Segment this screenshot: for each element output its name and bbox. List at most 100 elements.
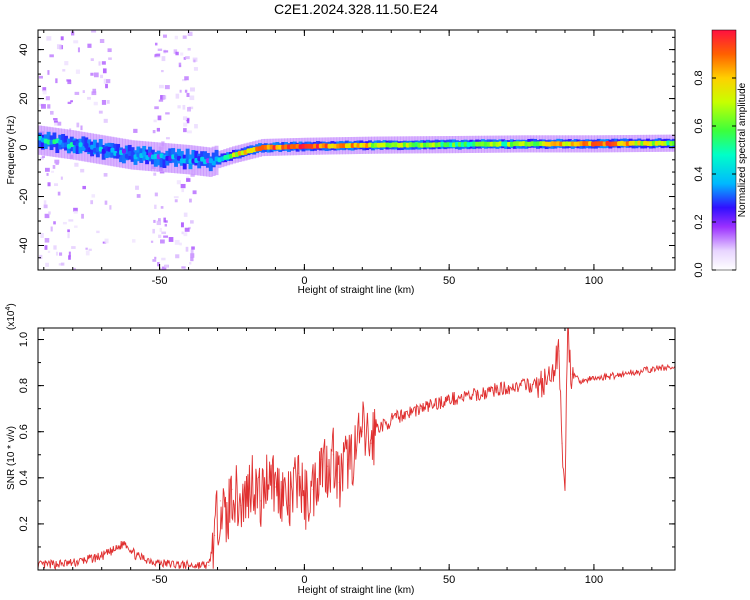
snr-point <box>355 449 358 451</box>
spectrogram-noise-cell <box>60 176 63 180</box>
spectrogram-noise-cell <box>180 183 186 189</box>
colorbar-tick-label: 0.6 <box>693 118 705 133</box>
snr-y-tick-label: 1.0 <box>18 332 30 347</box>
snr-point <box>208 564 210 566</box>
spectrogram-noise-cell <box>102 241 107 244</box>
spectrogram-noise-cell <box>105 83 108 89</box>
snr-panel: -50 0 50 100 0.2 0.4 0.6 0.8 1.0 Height of strai… <box>5 303 676 596</box>
spectrogram-noise-cell <box>106 100 110 104</box>
spectrogram-noise-cell <box>163 235 169 238</box>
snr-point <box>289 504 291 507</box>
spectrogram-marks <box>38 30 679 270</box>
spectrogram-noise-cell <box>173 196 179 199</box>
spectrogram-noise-cell <box>41 155 45 159</box>
spectrogram-noise-cell <box>90 72 94 76</box>
spectrogram-x-tick-label: 0 <box>301 275 307 287</box>
snr-point <box>124 541 126 543</box>
spectrogram-band-cell <box>121 148 126 164</box>
snr-point <box>570 373 572 375</box>
spectrogram-band-cell <box>72 138 77 154</box>
spectrogram-noise-cell <box>191 246 195 250</box>
colorbar: 0.0 0.2 0.4 0.6 0.8 Normalized spectral ampl… <box>693 29 748 278</box>
spectrogram-band-cell <box>116 143 121 159</box>
snr-line <box>38 328 675 570</box>
spectrogram-noise-cell <box>156 127 160 132</box>
spectrogram-ridge-cell <box>675 141 679 146</box>
snr-point <box>463 396 465 398</box>
snr-x-tick-label: -50 <box>152 574 168 586</box>
snr-point <box>245 495 248 497</box>
spectrogram-noise-cell <box>190 249 194 254</box>
snr-frame <box>37 327 676 571</box>
spectrogram-noise-cell <box>85 247 88 250</box>
spectrogram-ridge-cell <box>81 146 86 151</box>
snr-point <box>491 389 494 391</box>
spectrogram-ridge-cell <box>78 142 83 148</box>
spectrogram-noise-cell <box>101 61 106 65</box>
spectrogram-noise-cell <box>50 110 54 115</box>
spectrogram-noise-cell <box>74 91 80 95</box>
spectrogram-noise-cell <box>159 171 165 174</box>
snr-point <box>384 424 387 426</box>
spectrogram-noise-cell <box>136 194 141 198</box>
spectrogram-noise-cell <box>159 227 162 232</box>
spectrogram-noise-cell <box>156 220 162 226</box>
snr-y-tick-label: 0.2 <box>18 516 30 531</box>
spectrogram-noise-cell <box>45 96 50 101</box>
spectrogram-x-tick-label: 100 <box>585 275 603 287</box>
spectrogram-noise-cell <box>47 104 51 109</box>
spectrogram-noise-cell <box>40 233 44 238</box>
spectrogram-noise-cell <box>174 35 178 40</box>
snr-x-label: Height of straight line (km) <box>298 585 415 596</box>
spectrogram-y-tick-label: 20 <box>18 92 30 104</box>
spectrogram-noise-cell <box>42 87 47 92</box>
spectrogram-band-cell <box>174 152 178 167</box>
spectrogram-noise-cell <box>60 36 64 41</box>
colorbar-tick-label: 0.2 <box>693 214 705 229</box>
snr-point <box>187 564 190 566</box>
snr-point <box>280 488 282 490</box>
spectrogram-noise-cell <box>73 207 78 212</box>
snr-point <box>159 562 161 564</box>
spectrogram-noise-cell <box>108 57 112 60</box>
spectrogram-noise-cell <box>54 183 59 187</box>
spectrogram-noise-cell <box>46 173 49 176</box>
spectrogram-noise-cell <box>87 96 91 100</box>
snr-point <box>260 500 262 502</box>
spectrogram-noise-cell <box>165 137 170 140</box>
spectrogram-frame <box>37 29 676 271</box>
spectrogram-noise-cell <box>190 257 194 262</box>
spectrogram-noise-cell <box>161 56 166 62</box>
spectrogram-noise-cell <box>55 162 59 165</box>
spectrogram-noise-cell <box>154 256 157 260</box>
spectrogram-noise-cell <box>43 204 48 209</box>
spectrogram-noise-cell <box>154 192 158 197</box>
snr-point <box>303 500 305 502</box>
spectrogram-noise-cell <box>161 69 164 73</box>
snr-point <box>665 366 667 368</box>
spectrogram-x-label: Height of straight line (km) <box>298 285 415 296</box>
spectrogram-noise-cell <box>40 157 44 160</box>
snr-point <box>376 426 378 428</box>
spectrogram-noise-cell <box>152 130 156 134</box>
spectrogram-noise-cell <box>153 219 156 223</box>
spectrogram-noise-cell <box>90 58 94 61</box>
spectrogram-band-cell <box>87 139 92 155</box>
snr-point <box>269 465 271 467</box>
spectrogram-noise-cell <box>154 204 157 209</box>
spectrogram-noise-cell <box>164 223 168 227</box>
spectrogram-noise-cell <box>57 191 61 196</box>
spectrogram-noise-cell <box>135 185 139 190</box>
spectrogram-noise-cell <box>168 237 174 242</box>
snr-y-scale-exp: 4 <box>5 307 12 311</box>
spectrogram-noise-cell <box>104 238 109 244</box>
spectrogram-noise-cell <box>101 99 107 105</box>
snr-point <box>135 555 138 557</box>
spectrogram-noise-cell <box>160 239 165 244</box>
snr-point <box>101 555 103 557</box>
snr-point <box>72 562 74 564</box>
snr-marks <box>38 328 675 570</box>
spectrogram-noise-cell <box>165 112 170 115</box>
spectrogram-noise-cell <box>43 200 47 205</box>
